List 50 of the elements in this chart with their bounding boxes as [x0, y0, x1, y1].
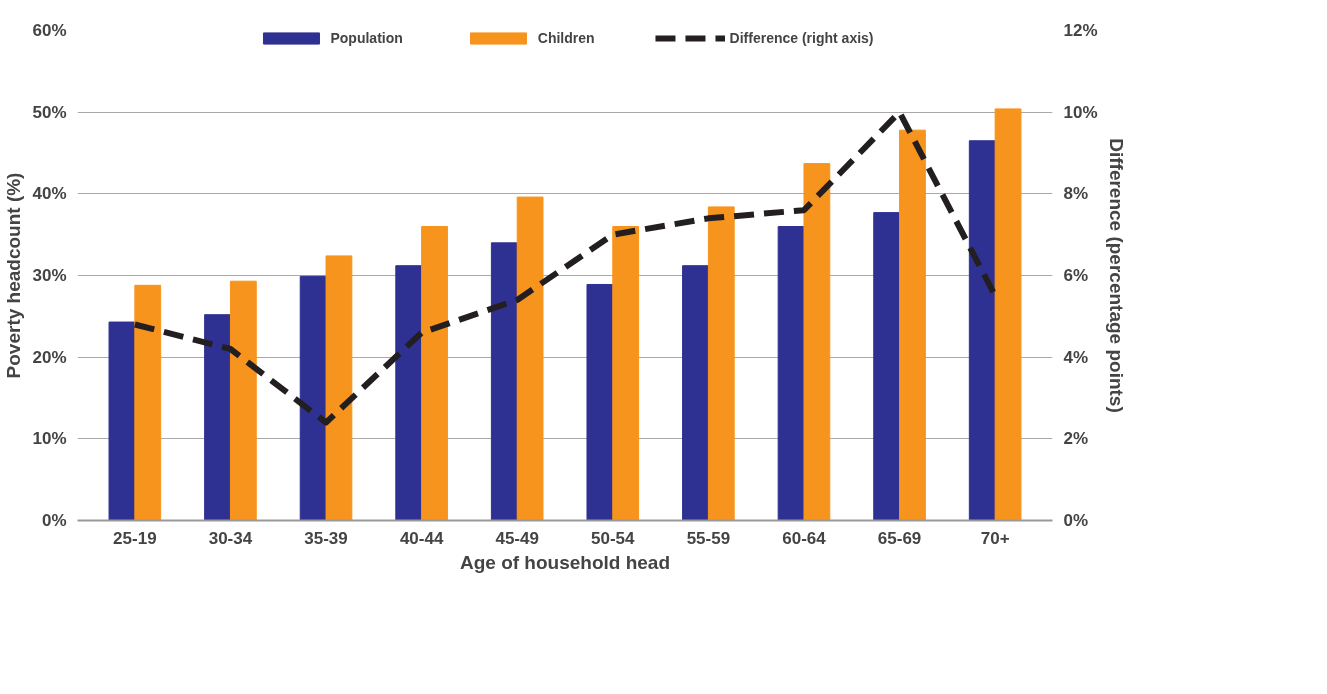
x-tick-label: 40-44 — [399, 528, 444, 548]
bar — [873, 212, 901, 521]
bar — [682, 265, 709, 521]
y2-tick-label: 10% — [1063, 102, 1098, 122]
y2-tick-label: 12% — [1063, 21, 1098, 40]
x-tick-label: 25-19 — [113, 528, 157, 548]
y-tick-label: 30% — [32, 266, 67, 285]
bar — [204, 314, 231, 521]
y2-axis-title: Difference (percentage points) — [1105, 138, 1127, 413]
y-tick-label: 50% — [32, 102, 67, 122]
y2-tick-label: 2% — [1063, 429, 1089, 449]
bar — [490, 242, 518, 521]
x-tick-label: 45-49 — [495, 528, 539, 548]
y-tick-label: 0% — [41, 511, 67, 530]
x-tick-label: 70+ — [980, 528, 1010, 548]
x-tick-label: 60-64 — [782, 528, 827, 548]
bar — [994, 108, 1022, 521]
x-tick-label: 50-54 — [591, 528, 636, 548]
legend-label: Difference (right axis) — [729, 30, 874, 46]
x-tick-label: 55-59 — [686, 528, 731, 548]
bar — [612, 226, 640, 521]
x-tick-label: 65-69 — [877, 528, 922, 548]
bar — [516, 196, 544, 521]
legend-label: Population — [330, 30, 403, 46]
bar — [707, 206, 735, 521]
y2-tick-label: 8% — [1063, 184, 1089, 204]
x-axis-title: Age of household head — [459, 551, 671, 573]
bar — [229, 280, 257, 521]
bar — [395, 265, 423, 521]
bar — [134, 284, 162, 521]
y2-tick-label: 6% — [1063, 266, 1089, 285]
x-tick-label: 30-34 — [208, 528, 253, 548]
legend-label: Children — [537, 30, 595, 46]
y-tick-label: 60% — [32, 21, 67, 40]
y-axis-title: Poverty headcount (%) — [3, 172, 25, 379]
bar — [777, 226, 805, 521]
y2-tick-label: 0% — [1063, 511, 1089, 530]
bar — [421, 226, 448, 521]
x-tick-label: 35-39 — [304, 528, 348, 548]
bar — [899, 129, 926, 521]
bar — [108, 321, 136, 521]
y-tick-label: 20% — [32, 347, 67, 367]
y-tick-label: 40% — [32, 184, 67, 204]
bar — [586, 283, 614, 521]
bar — [968, 140, 996, 521]
bar — [803, 163, 831, 521]
bar — [325, 255, 353, 521]
y2-tick-label: 4% — [1063, 347, 1089, 367]
bar — [299, 275, 327, 521]
y-tick-label: 10% — [32, 429, 67, 449]
